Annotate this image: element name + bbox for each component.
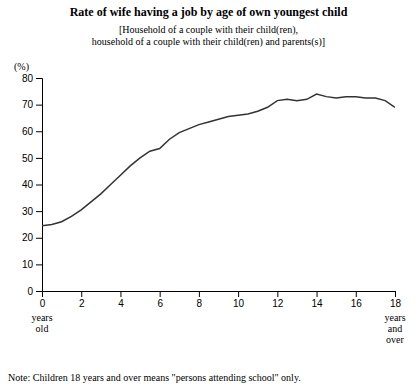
x-tick-label: 0	[40, 298, 46, 309]
note: Note: Children 18 years and over means "…	[8, 372, 301, 383]
x-tick: 0	[40, 291, 46, 309]
y-tick-mark	[36, 131, 42, 132]
y-tick-label: 80	[22, 73, 34, 84]
y-axis: 0 10 20 30 40 50 60 70 80	[22, 73, 43, 297]
annotation: yearsold	[31, 312, 52, 334]
y-tick: 10	[22, 259, 42, 270]
x-tick-label: 14	[311, 298, 323, 309]
x-tick: 10	[233, 291, 245, 309]
x-tick-label: 4	[118, 298, 124, 309]
y-tick-mark	[36, 185, 42, 186]
x-tick-label: 12	[272, 298, 284, 309]
y-tick-label: 30	[22, 206, 34, 217]
line	[42, 94, 395, 226]
x-tick-mark	[277, 291, 278, 297]
y-tick: 0	[27, 286, 42, 297]
x-tick: 12	[272, 291, 284, 309]
x-tick-label: 2	[79, 298, 85, 309]
text-line: [Household of a couple with their child(…	[119, 24, 298, 36]
x-tick: 8	[197, 291, 203, 309]
x-tick-mark	[356, 291, 357, 297]
chart: Rate of wife having a job by age of own …	[0, 0, 417, 389]
text-line: old	[36, 323, 49, 334]
x-tick-mark	[120, 291, 121, 297]
text-line: years	[384, 312, 405, 323]
x-tick-label: 8	[197, 298, 203, 309]
x-tick-label: 16	[351, 298, 363, 309]
title: Rate of wife having a job by age of own …	[70, 5, 348, 19]
x-axis: 0 2 4 6 8 10 12 14 16 18	[40, 291, 402, 309]
x-tick-mark	[160, 291, 161, 297]
y-tick-label: 50	[22, 153, 34, 164]
y-tick: 20	[22, 232, 42, 243]
plot-area: 0 2 4 6 8 10 12 14 16 18 0 10 20 30 40 50 60 70 80(%) years…	[14, 61, 406, 345]
x-tick-mark	[81, 291, 82, 297]
x-tick: 2	[79, 291, 85, 309]
y-tick: 80	[22, 73, 42, 84]
x-tick: 16	[351, 291, 363, 309]
y-tick: 40	[22, 179, 42, 190]
y-tick-mark	[36, 211, 42, 212]
text-line: and	[388, 323, 402, 334]
x-tick: 6	[157, 291, 163, 309]
text-line: years	[31, 312, 52, 323]
y-tick-mark	[36, 264, 42, 265]
y-tick: 50	[22, 153, 42, 164]
y-tick-mark	[36, 78, 42, 79]
x-tick-mark	[395, 291, 396, 297]
x-tick-label: 18	[390, 298, 402, 309]
y-tick-label: 10	[22, 259, 34, 270]
y-tick-label: 0	[27, 286, 33, 297]
subtitle: [Household of a couple with their child(…	[92, 24, 325, 48]
y-tick-mark	[36, 158, 42, 159]
y-axis-label: (%)	[14, 61, 29, 73]
y-tick: 60	[22, 126, 42, 137]
x-tick-mark	[238, 291, 239, 297]
y-tick-label: 60	[22, 126, 34, 137]
text-line: over	[386, 334, 404, 345]
text-line: household of a couple with their child(r…	[92, 36, 325, 48]
y-tick-label: 40	[22, 179, 34, 190]
x-axis-line	[43, 292, 396, 298]
y-tick-mark	[36, 238, 42, 239]
y-tick: 70	[22, 99, 42, 110]
marks	[42, 94, 395, 226]
y-tick: 30	[22, 206, 42, 217]
y-tick-mark	[36, 105, 42, 106]
annotation: yearsandover	[384, 312, 405, 345]
x-tick: 14	[311, 291, 323, 309]
y-tick-label: 20	[22, 232, 34, 243]
x-tick: 18	[390, 291, 402, 309]
y-axis-line	[36, 79, 43, 292]
y-tick-label: 70	[22, 99, 34, 110]
x-tick: 4	[118, 291, 124, 309]
y-tick-mark	[36, 291, 42, 292]
x-tick-label: 6	[157, 298, 163, 309]
x-tick-mark	[317, 291, 318, 297]
x-tick-label: 10	[233, 298, 245, 309]
x-tick-mark	[199, 291, 200, 297]
